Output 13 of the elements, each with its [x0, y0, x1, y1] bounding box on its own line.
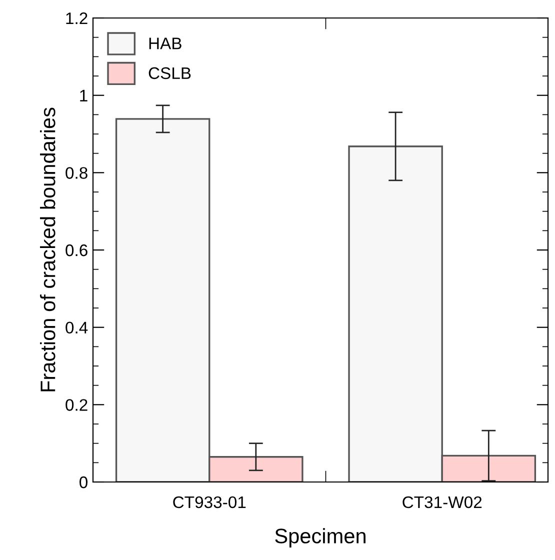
x-axis-title: Specimen [275, 528, 366, 548]
y-tick-label: 0.2 [66, 399, 88, 411]
y-tick-label: 0.4 [66, 322, 88, 334]
legend-label: CSLB [148, 67, 191, 80]
y-tick-label: 0.8 [66, 167, 88, 179]
x-tick-label: CT31-W02 [402, 496, 482, 508]
x-tick-label: CT933-01 [173, 496, 246, 508]
y-axis-title: Fraction of cracked boundaries [40, 108, 56, 392]
y-tick-label: 0 [80, 476, 88, 488]
y-tick-label: 0.6 [66, 244, 88, 256]
legend-label: HAB [149, 38, 182, 50]
y-tick-label: 1 [80, 90, 88, 102]
y-tick-label: 1.2 [66, 12, 88, 24]
